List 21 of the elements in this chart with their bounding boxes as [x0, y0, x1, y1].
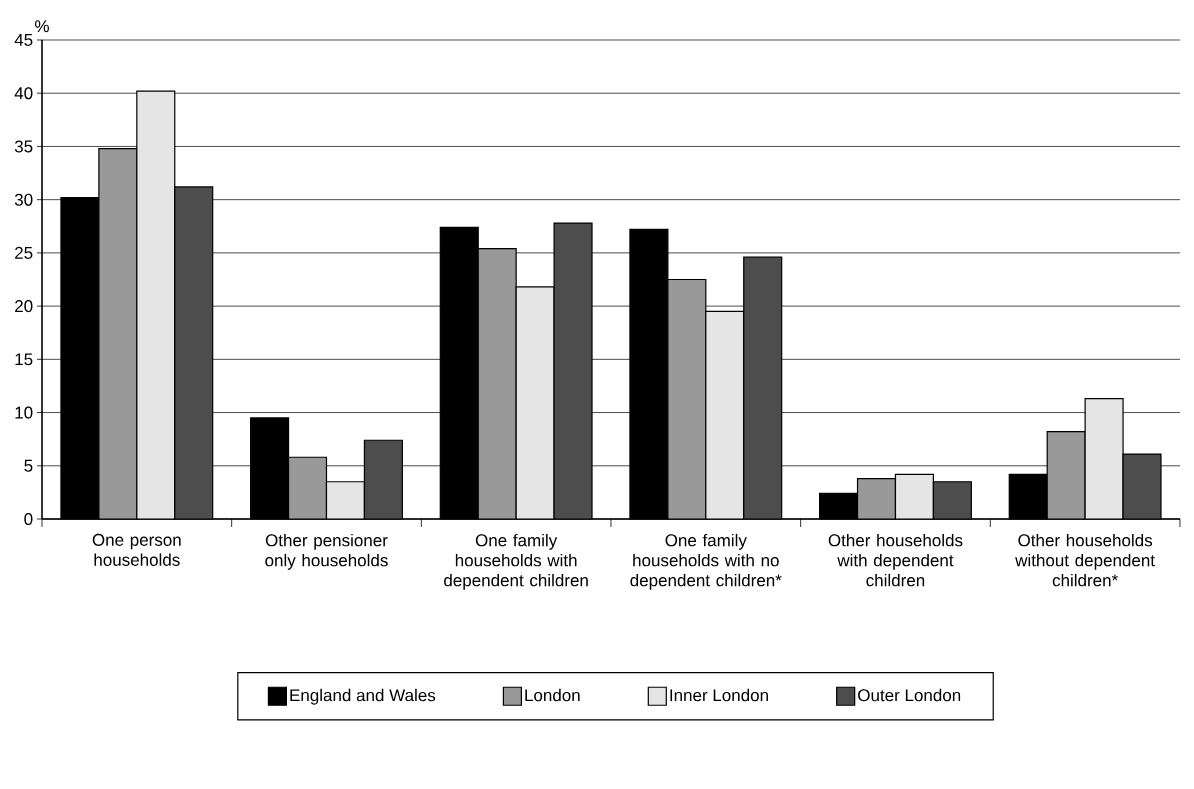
- y-tick-label: 25: [15, 246, 33, 259]
- legend-label: Outer London: [858, 688, 961, 702]
- y-tick-label: 30: [14, 193, 33, 206]
- y-tick-label: 20: [15, 300, 33, 313]
- y-tick-label: 15: [15, 353, 33, 366]
- y-tick-label: 40: [14, 87, 33, 100]
- y-tick-label: 35: [14, 140, 33, 153]
- x-tick-label: One family households with dependent children: [444, 533, 588, 590]
- y-tick-label: 0: [24, 512, 33, 526]
- x-tick-label: One person households: [92, 533, 181, 566]
- x-tick-label: Other households with dependent children: [828, 533, 963, 587]
- legend-label: Inner London: [670, 688, 768, 702]
- x-tick-label: Other households without dependent children*: [1015, 533, 1155, 587]
- y-tick-label: 5: [24, 459, 33, 472]
- y-axis-title: %: [35, 20, 49, 33]
- x-tick-label: Other pensioner only households: [265, 533, 388, 570]
- legend-label: England and Wales: [290, 688, 436, 705]
- legend-label: London: [525, 688, 580, 702]
- y-tick-label: 45: [14, 34, 33, 46]
- x-tick-label: One family households with no dependent children*: [630, 533, 782, 590]
- y-tick-label: 10: [15, 406, 33, 419]
